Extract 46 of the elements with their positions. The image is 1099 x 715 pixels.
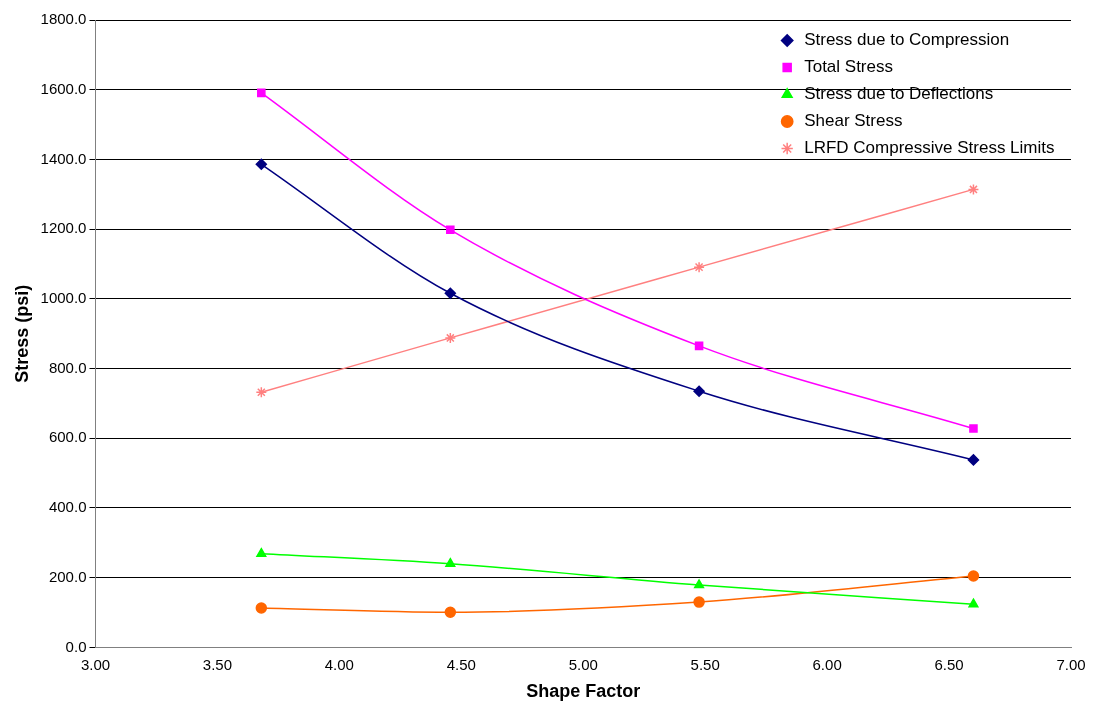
point	[967, 454, 980, 466]
point	[446, 225, 455, 235]
point	[693, 385, 705, 397]
legend-label: Shear Stress	[804, 111, 903, 131]
point	[693, 596, 705, 608]
y-tick-label: 400.0	[48, 498, 87, 516]
y-tick-label: 1600.0	[40, 79, 87, 97]
y-tick-label: 1800.0	[40, 10, 87, 28]
x-axis-title: Shape Factor	[526, 681, 641, 702]
x-tick-label: 5.50	[690, 655, 720, 673]
y-tick-label: 1400.0	[40, 149, 87, 167]
point	[969, 424, 978, 433]
legend-label: Stress due to Compression	[804, 30, 1010, 50]
x-tick-label: 7.00	[1056, 655, 1086, 673]
y-tick-label: 0.0	[65, 637, 87, 655]
x-tick-label: 3.00	[80, 655, 111, 673]
point	[444, 287, 457, 300]
x-tick-label: 4.50	[446, 655, 476, 673]
y-tick-label: 1200.0	[40, 219, 87, 237]
x-tick-label: 6.00	[812, 655, 842, 673]
point	[694, 579, 705, 589]
y-axis-title: Stress (psi)	[11, 284, 32, 383]
x-tick-label: 4.00	[324, 655, 354, 673]
point	[444, 332, 457, 344]
legend-label: LRFD Compressive Stress Limits	[804, 138, 1055, 158]
x-tick-label: 3.50	[202, 655, 233, 673]
legend-label: Stress due to Deflections	[804, 84, 994, 104]
y-tick-label: 1000.0	[40, 288, 87, 306]
x-tick-label: 6.50	[934, 655, 964, 673]
point	[694, 341, 704, 351]
point	[967, 183, 980, 196]
y-tick-label: 800.0	[48, 358, 87, 376]
legend-label: Total Stress	[804, 57, 893, 77]
point	[255, 386, 268, 399]
point	[444, 606, 457, 618]
point	[967, 570, 980, 582]
point	[693, 261, 705, 273]
point	[968, 598, 979, 608]
point	[255, 158, 268, 171]
y-tick-label: 600.0	[48, 428, 87, 446]
point	[256, 547, 267, 557]
point	[255, 602, 268, 614]
y-tick-label: 200.0	[48, 567, 87, 585]
point	[445, 558, 456, 567]
point	[257, 88, 266, 98]
x-tick-label: 5.00	[568, 655, 598, 673]
